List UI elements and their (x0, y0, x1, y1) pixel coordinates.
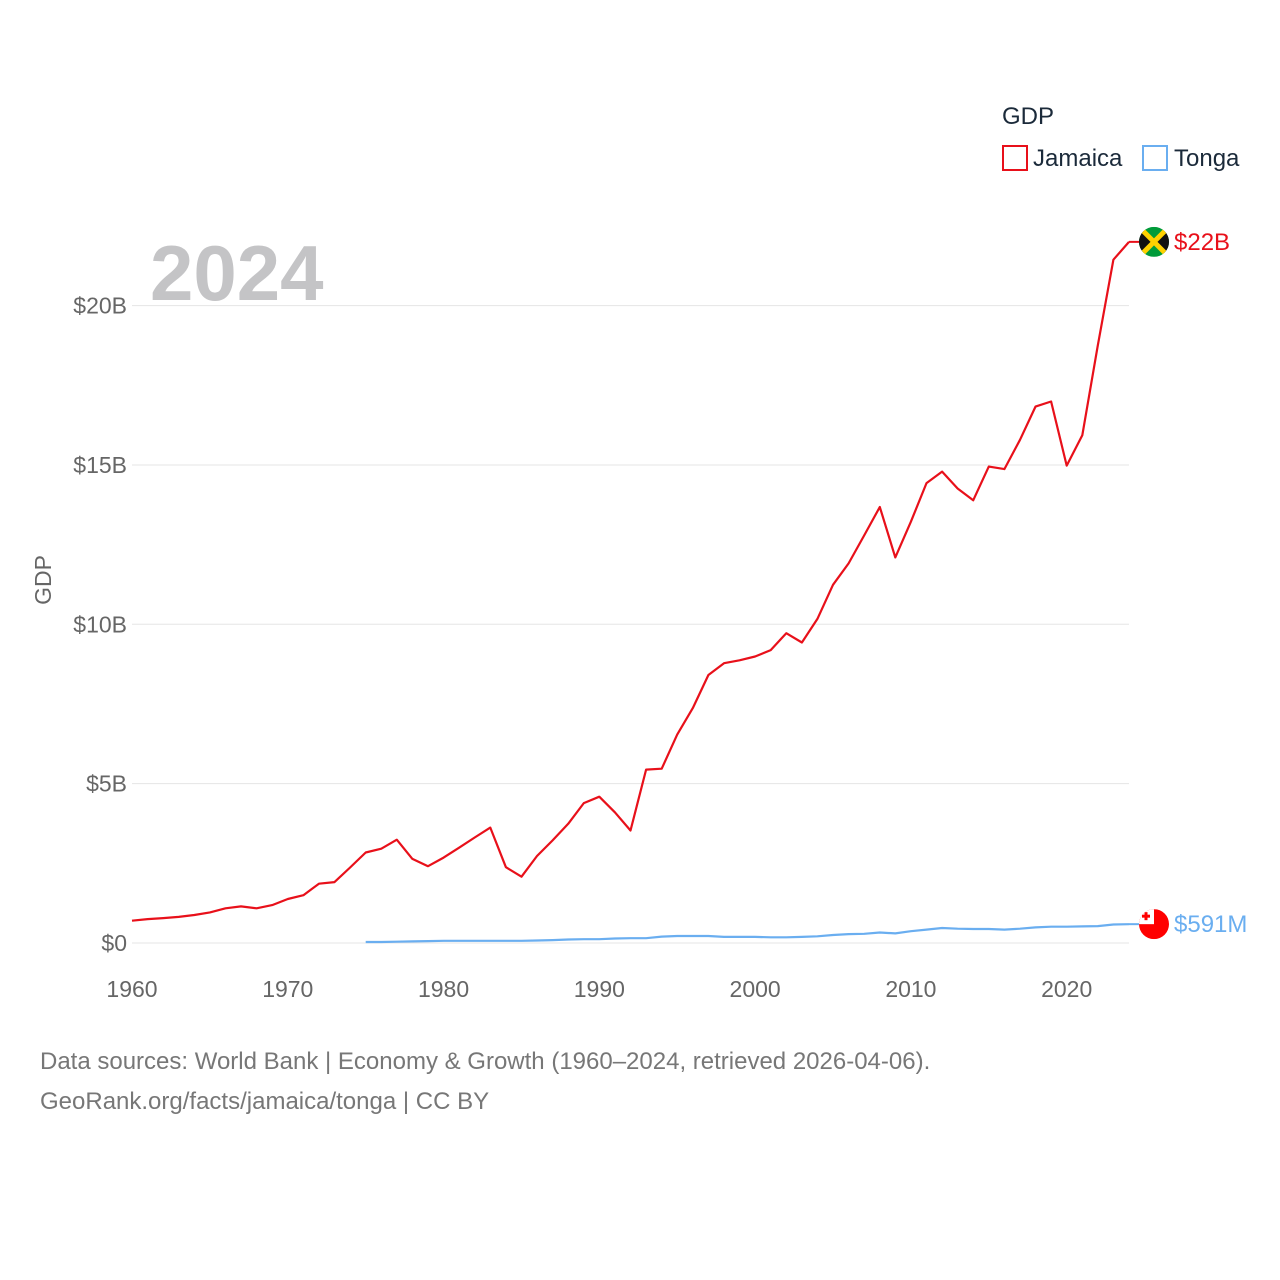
end-value-label-tonga: $591M (1174, 911, 1247, 938)
legend-title: GDP (1002, 103, 1054, 130)
legend-label-tonga: Tonga (1174, 145, 1240, 172)
series-line-tonga[interactable] (365, 923, 1130, 944)
data-source-footer: Data sources: World Bank | Economy & Gro… (40, 1042, 930, 1122)
legend-swatch-jamaica (1002, 145, 1028, 171)
series-line-jamaica[interactable] (131, 241, 1130, 922)
jamaica-flag-icon (1139, 226, 1169, 257)
y-tick-label: $0 (101, 930, 127, 956)
legend: GDP Jamaica Tonga (1002, 103, 1240, 172)
source-line: Data sources: World Bank | Economy & Gro… (40, 1048, 931, 1075)
x-tick-label: 2010 (885, 976, 936, 1002)
x-tick-label: 2000 (730, 976, 781, 1002)
x-tick-label: 1980 (418, 976, 469, 1002)
series-lines (131, 241, 1130, 944)
legend-swatch-tonga (1142, 145, 1168, 171)
x-tick-label: 1960 (106, 976, 157, 1002)
y-tick-label: $15B (73, 452, 127, 478)
x-axis-ticks: 1960 1970 1980 1990 2000 2010 2020 (106, 976, 1092, 1002)
chart-canvas: 2024 $0 $5B $10B $15B $20B 1960 1970 1980 1990 2… (30, 103, 1247, 1002)
current-year-label: 2024 (150, 229, 324, 317)
y-tick-label: $10B (73, 611, 127, 637)
end-value-label-jamaica: $22B (1174, 229, 1230, 256)
x-tick-label: 2020 (1041, 976, 1092, 1002)
y-axis-label: GDP (30, 555, 56, 605)
x-tick-label: 1970 (262, 976, 313, 1002)
y-tick-label: $20B (73, 293, 127, 319)
y-axis-ticks: $0 $5B $10B $15B $20B (73, 293, 127, 956)
legend-item-tonga[interactable]: Tonga (1142, 145, 1240, 172)
series-end-markers: $22B $591M (1129, 226, 1247, 940)
grid-lines (132, 305, 1129, 944)
tonga-flag-icon (1139, 909, 1169, 940)
source-link[interactable]: GeoRank.org/facts/jamaica/tonga | CC BY (40, 1088, 490, 1115)
legend-label-jamaica: Jamaica (1033, 145, 1123, 172)
legend-item-jamaica[interactable]: Jamaica (1002, 145, 1123, 172)
x-tick-label: 1990 (574, 976, 625, 1002)
y-tick-label: $5B (86, 771, 127, 797)
